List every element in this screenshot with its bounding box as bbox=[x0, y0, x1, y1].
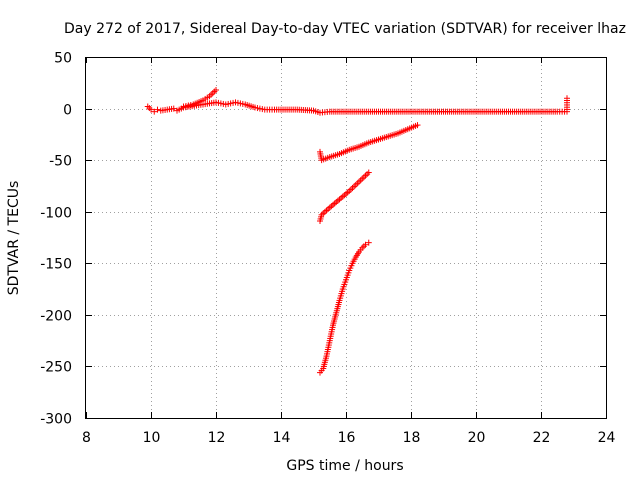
data-point bbox=[213, 87, 219, 94]
y-tick-label: -150 bbox=[40, 257, 72, 273]
y-tick-label: 0 bbox=[63, 103, 72, 119]
grid bbox=[86, 57, 606, 418]
x-tick-label: 12 bbox=[208, 430, 226, 446]
y-tick-label: 50 bbox=[54, 51, 72, 67]
data-point bbox=[151, 108, 158, 115]
y-tick-label: -200 bbox=[40, 309, 72, 325]
data-point bbox=[365, 169, 372, 176]
data-point bbox=[414, 122, 421, 129]
chart-title: Day 272 of 2017, Sidereal Day-to-day VTE… bbox=[64, 21, 626, 37]
y-axis-label: SDTVAR / TECUs bbox=[6, 181, 22, 296]
x-tick-label: 8 bbox=[82, 430, 91, 446]
x-tick-label: 22 bbox=[533, 430, 551, 446]
x-tick-label: 10 bbox=[143, 430, 161, 446]
x-axis-label: GPS time / hours bbox=[286, 458, 403, 474]
x-tick-label: 24 bbox=[598, 430, 616, 446]
data-point bbox=[148, 106, 154, 113]
y-tick-label: -100 bbox=[40, 206, 72, 222]
data-point bbox=[564, 95, 570, 102]
data-point bbox=[362, 241, 369, 248]
x-tick-label: 18 bbox=[403, 430, 421, 446]
data-point bbox=[365, 239, 372, 246]
y-tick-label: -250 bbox=[40, 360, 72, 376]
y-tick-label: -300 bbox=[40, 412, 72, 428]
x-tick-label: 20 bbox=[468, 430, 486, 446]
plot-frame bbox=[85, 57, 607, 419]
data-points bbox=[144, 87, 570, 376]
data-point bbox=[170, 105, 177, 112]
data-point bbox=[154, 106, 161, 113]
x-tick-label: 16 bbox=[338, 430, 356, 446]
y-tick-label: -50 bbox=[49, 154, 72, 170]
x-tick-label: 14 bbox=[273, 430, 291, 446]
axis-ticks: 8 10 12 14 16 18 20 22 24 50 0 -50 -100 -150 -200 -250 -… bbox=[40, 51, 615, 447]
